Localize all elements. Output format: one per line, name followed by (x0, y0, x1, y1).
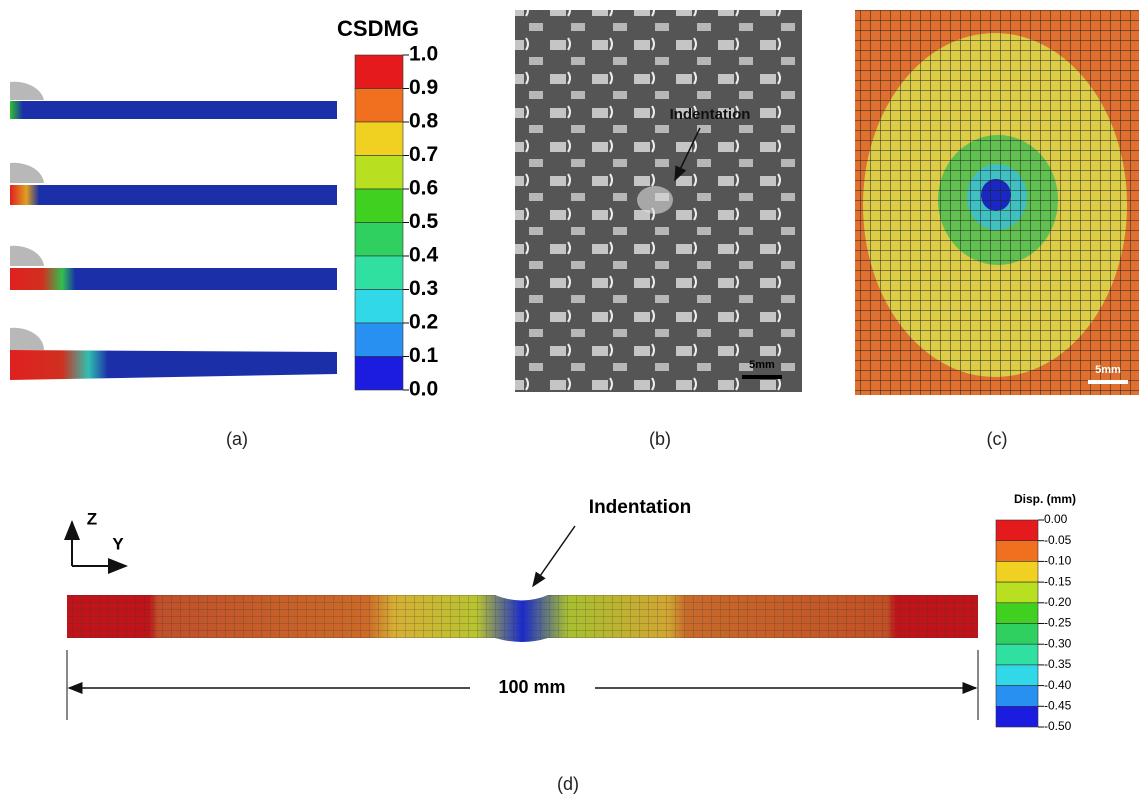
colorbar-label: -0.40 (1044, 678, 1072, 692)
colorbar-segment (995, 540, 1039, 562)
dimension-label: 100 mm (498, 677, 565, 697)
colorbar-segment (354, 289, 404, 324)
colorbar-label: -0.25 (1044, 616, 1072, 630)
colorbar-label: -0.20 (1044, 595, 1072, 609)
colorbar-label: 0.7 (409, 143, 438, 166)
colorbar-label: -0.35 (1044, 657, 1072, 671)
panel-b: Indentation 5mm (b) (515, 10, 802, 449)
colorbar-label: 0.3 (409, 277, 438, 300)
colorbar-label: 0.00 (1044, 512, 1068, 526)
colorbar-label: -0.15 (1044, 574, 1072, 588)
colorbar-segment (354, 54, 404, 89)
colorbar-segment (354, 88, 404, 123)
colorbar-segment (354, 155, 404, 190)
scale-label: 5mm (1095, 364, 1121, 376)
colorbar-segment (995, 623, 1039, 645)
colorbar-segment (995, 581, 1039, 604)
colorbar-label: -0.50 (1044, 719, 1072, 733)
colorbar-segment (995, 685, 1039, 707)
colorbar-label: 0.0 (409, 378, 438, 401)
colorbar-title: CSDMG (337, 16, 419, 41)
colorbar-segment (354, 356, 404, 391)
axis-label: Z (87, 509, 97, 528)
colorbar-label: 0.8 (409, 110, 439, 133)
colorbar-label: -0.05 (1044, 533, 1072, 547)
colorbar-segment (995, 519, 1039, 542)
colorbar-label: 1.0 (409, 43, 438, 66)
colorbar-segment (354, 322, 404, 357)
colorbar-label: 0.9 (409, 76, 438, 99)
colorbar: 1.0 0.9 0.8 0.7 0.6 0.5 0.4 0.3 0.2 0.1 0.0 (354, 43, 439, 401)
caption: (a) (226, 429, 248, 449)
panel-c: 5mm (c) (855, 10, 1139, 449)
colorbar-label: 0.1 (409, 344, 439, 367)
colorbar-segment (354, 121, 404, 156)
colorbar-segment (995, 664, 1039, 686)
annotation: Indentation (670, 106, 751, 123)
colorbar-label: 0.5 (409, 210, 439, 233)
colorbar-title: Disp. (mm) (1014, 492, 1076, 506)
colorbar: 0.00 -0.05 -0.10 -0.15 -0.20 -0.25 -0.30 -0.35 -… (995, 512, 1072, 733)
colorbar-segment (995, 705, 1039, 728)
colorbar-segment (354, 188, 404, 223)
colorbar-segment (995, 643, 1039, 666)
caption: (c) (987, 429, 1008, 449)
annotation: Indentation (589, 497, 691, 518)
panel-d: Z Y Indentation 100 mm Disp. (mm) 0.00 -0… (64, 492, 1076, 794)
colorbar-label: -0.30 (1044, 636, 1072, 650)
colorbar-label: -0.10 (1044, 554, 1072, 568)
colorbar-segment (995, 602, 1039, 624)
beams (10, 81, 337, 380)
caption: (d) (557, 774, 579, 794)
axis-label: Y (112, 534, 124, 553)
colorbar-segment (354, 255, 404, 290)
colorbar-label: 0.4 (409, 244, 439, 267)
colorbar-label: 0.2 (409, 311, 438, 334)
colorbar-segment (995, 561, 1039, 583)
colorbar-segment (354, 222, 404, 257)
panel-a: CSDMG 1.00.90.80.70.60.50.40.30.20.10.0 … (10, 16, 439, 449)
colorbar-label: 0.6 (409, 177, 438, 200)
caption: (b) (649, 429, 671, 449)
scale-label: 5mm (749, 359, 775, 371)
colorbar-label: -0.45 (1044, 698, 1072, 712)
